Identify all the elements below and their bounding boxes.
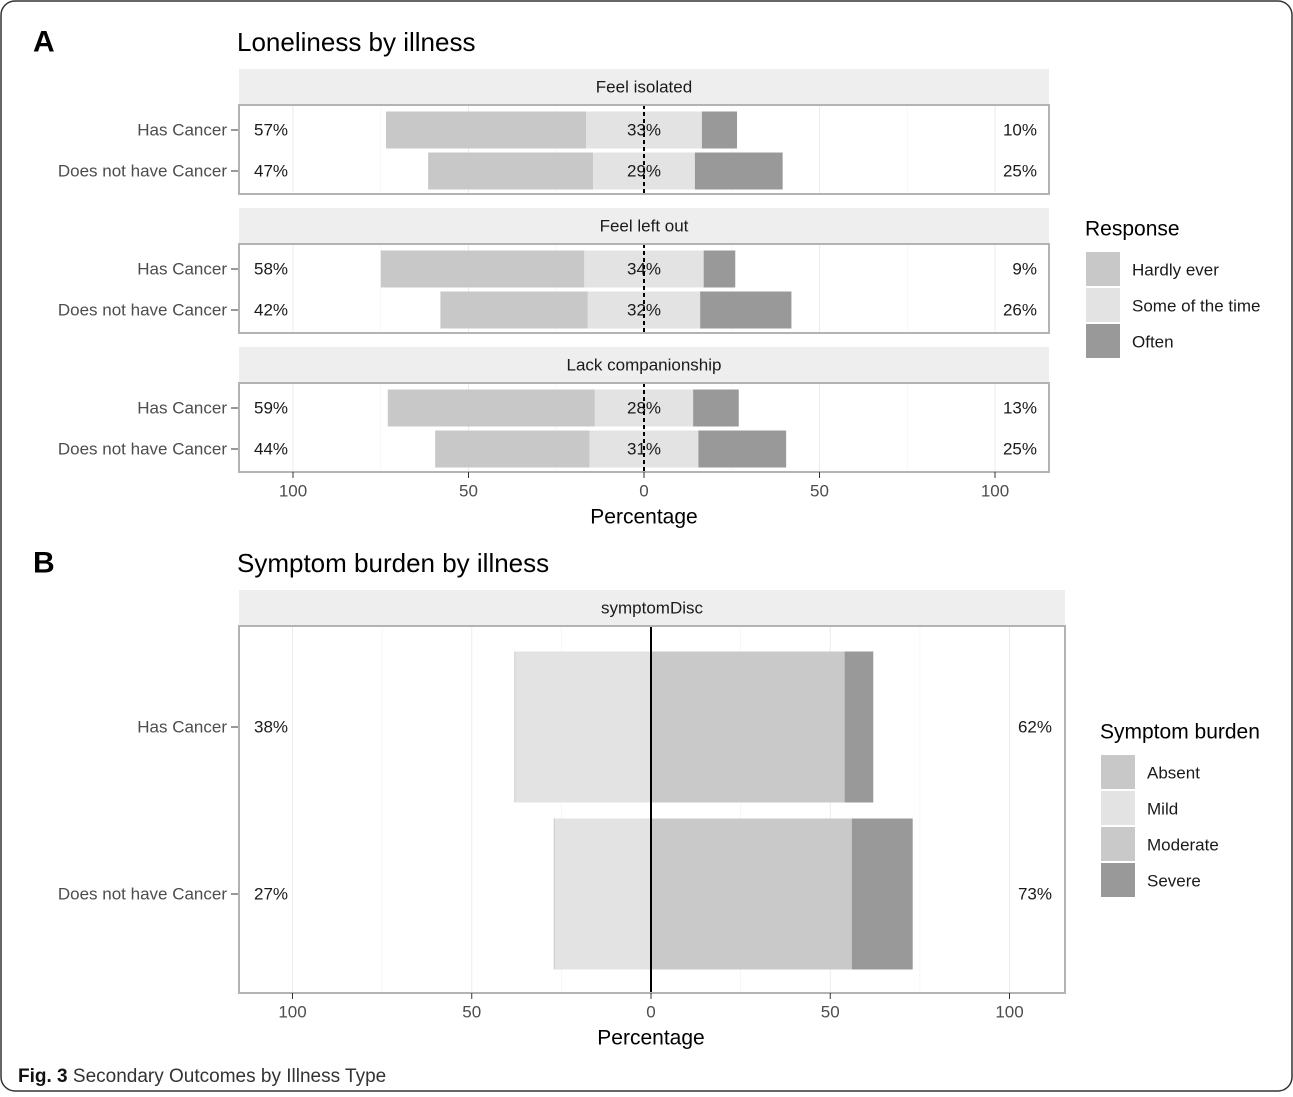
bar-hardly-ever xyxy=(386,111,587,149)
x-axis-label: Percentage xyxy=(590,506,697,529)
data-label-right: 25% xyxy=(1003,440,1037,459)
bar-often xyxy=(700,291,792,329)
data-label-right: 25% xyxy=(1003,162,1037,181)
bar-mild xyxy=(514,651,651,803)
legend-label-often: Often xyxy=(1132,333,1174,352)
x-tick-label: 0 xyxy=(646,1003,655,1022)
panel-border xyxy=(238,243,1050,334)
x-tick-label: 50 xyxy=(459,482,478,501)
bar-severe xyxy=(844,651,874,803)
data-label-right: 10% xyxy=(1003,121,1037,140)
panel-border xyxy=(238,104,1050,195)
legend-label-moderate: Moderate xyxy=(1147,836,1219,855)
bar-often xyxy=(701,111,738,149)
facet-strip xyxy=(239,347,1049,383)
caption-label: Fig. 3 xyxy=(18,1066,68,1087)
category-label: Does not have Cancer xyxy=(58,885,227,904)
facet-strip xyxy=(239,590,1065,626)
facet-title: symptomDisc xyxy=(601,599,704,618)
x-tick-label: 50 xyxy=(462,1003,481,1022)
data-label-left: 38% xyxy=(254,718,288,737)
x-axis-label: Percentage xyxy=(597,1027,704,1050)
caption-text: Secondary Outcomes by Illness Type xyxy=(72,1066,387,1087)
bar-hardly-ever xyxy=(428,152,594,190)
data-label-right: 13% xyxy=(1003,399,1037,418)
bar-often xyxy=(694,152,783,190)
data-label-left: 47% xyxy=(254,162,288,181)
x-tick-label: 100 xyxy=(279,482,307,501)
panel-label-b: B xyxy=(33,547,55,580)
x-tick-label: 100 xyxy=(995,1003,1023,1022)
facet-strip xyxy=(239,208,1049,244)
bar-moderate xyxy=(651,651,845,803)
data-label-right: 9% xyxy=(1012,260,1037,279)
bar-hardly-ever xyxy=(380,250,585,288)
bar-mild xyxy=(554,818,651,970)
x-tick-label: 100 xyxy=(278,1003,306,1022)
bar-moderate xyxy=(651,818,852,970)
figure-caption: Fig. 3 Secondary Outcomes by Illness Typ… xyxy=(18,1066,386,1088)
data-label-right: 62% xyxy=(1018,718,1052,737)
x-tick-label: 50 xyxy=(821,1003,840,1022)
legend-swatch xyxy=(1101,863,1135,897)
category-label: Does not have Cancer xyxy=(58,301,227,320)
bar-hardly-ever xyxy=(387,389,595,427)
legend-label-hardly-ever: Hardly ever xyxy=(1132,261,1219,280)
bar-hardly-ever xyxy=(435,430,590,468)
legend-swatch xyxy=(1101,791,1135,825)
legend-label-mild: Mild xyxy=(1147,800,1178,819)
legend-title: Response xyxy=(1085,218,1180,241)
panel-b-title: Symptom burden by illness xyxy=(237,548,549,578)
category-label: Does not have Cancer xyxy=(58,162,227,181)
panel-label-a: A xyxy=(33,26,55,59)
data-label-left: 58% xyxy=(254,260,288,279)
legend-swatch xyxy=(1086,288,1120,322)
facet-title: Lack companionship xyxy=(567,356,722,375)
x-tick-label: 50 xyxy=(810,482,829,501)
legend-swatch xyxy=(1086,324,1120,358)
facet-strip xyxy=(239,69,1049,105)
legend-label-severe: Severe xyxy=(1147,872,1201,891)
bar-often xyxy=(703,250,736,288)
legend-swatch xyxy=(1101,755,1135,789)
legend-title: Symptom burden xyxy=(1100,721,1260,744)
x-tick-label: 100 xyxy=(981,482,1009,501)
legend-label-absent: Absent xyxy=(1147,764,1200,783)
bar-hardly-ever xyxy=(440,291,588,329)
data-label-left: 57% xyxy=(254,121,288,140)
data-label-left: 44% xyxy=(254,440,288,459)
data-label-left: 59% xyxy=(254,399,288,418)
facet-title: Feel left out xyxy=(600,217,689,236)
x-tick-label: 0 xyxy=(639,482,648,501)
bar-severe xyxy=(851,818,913,970)
data-label-left: 42% xyxy=(254,301,288,320)
category-label: Has Cancer xyxy=(137,121,227,140)
legend-swatch xyxy=(1086,252,1120,286)
category-label: Does not have Cancer xyxy=(58,440,227,459)
bar-often xyxy=(693,389,739,427)
bar-often xyxy=(698,430,787,468)
data-label-right: 26% xyxy=(1003,301,1037,320)
legend-label-some-of-the-time: Some of the time xyxy=(1132,297,1261,316)
category-label: Has Cancer xyxy=(137,260,227,279)
data-label-left: 27% xyxy=(254,885,288,904)
facet-title: Feel isolated xyxy=(596,78,692,97)
panel-a-title: Loneliness by illness xyxy=(237,27,475,57)
legend-swatch xyxy=(1101,827,1135,861)
category-label: Has Cancer xyxy=(137,399,227,418)
data-label-right: 73% xyxy=(1018,885,1052,904)
category-label: Has Cancer xyxy=(137,718,227,737)
panel-border xyxy=(238,625,1066,994)
